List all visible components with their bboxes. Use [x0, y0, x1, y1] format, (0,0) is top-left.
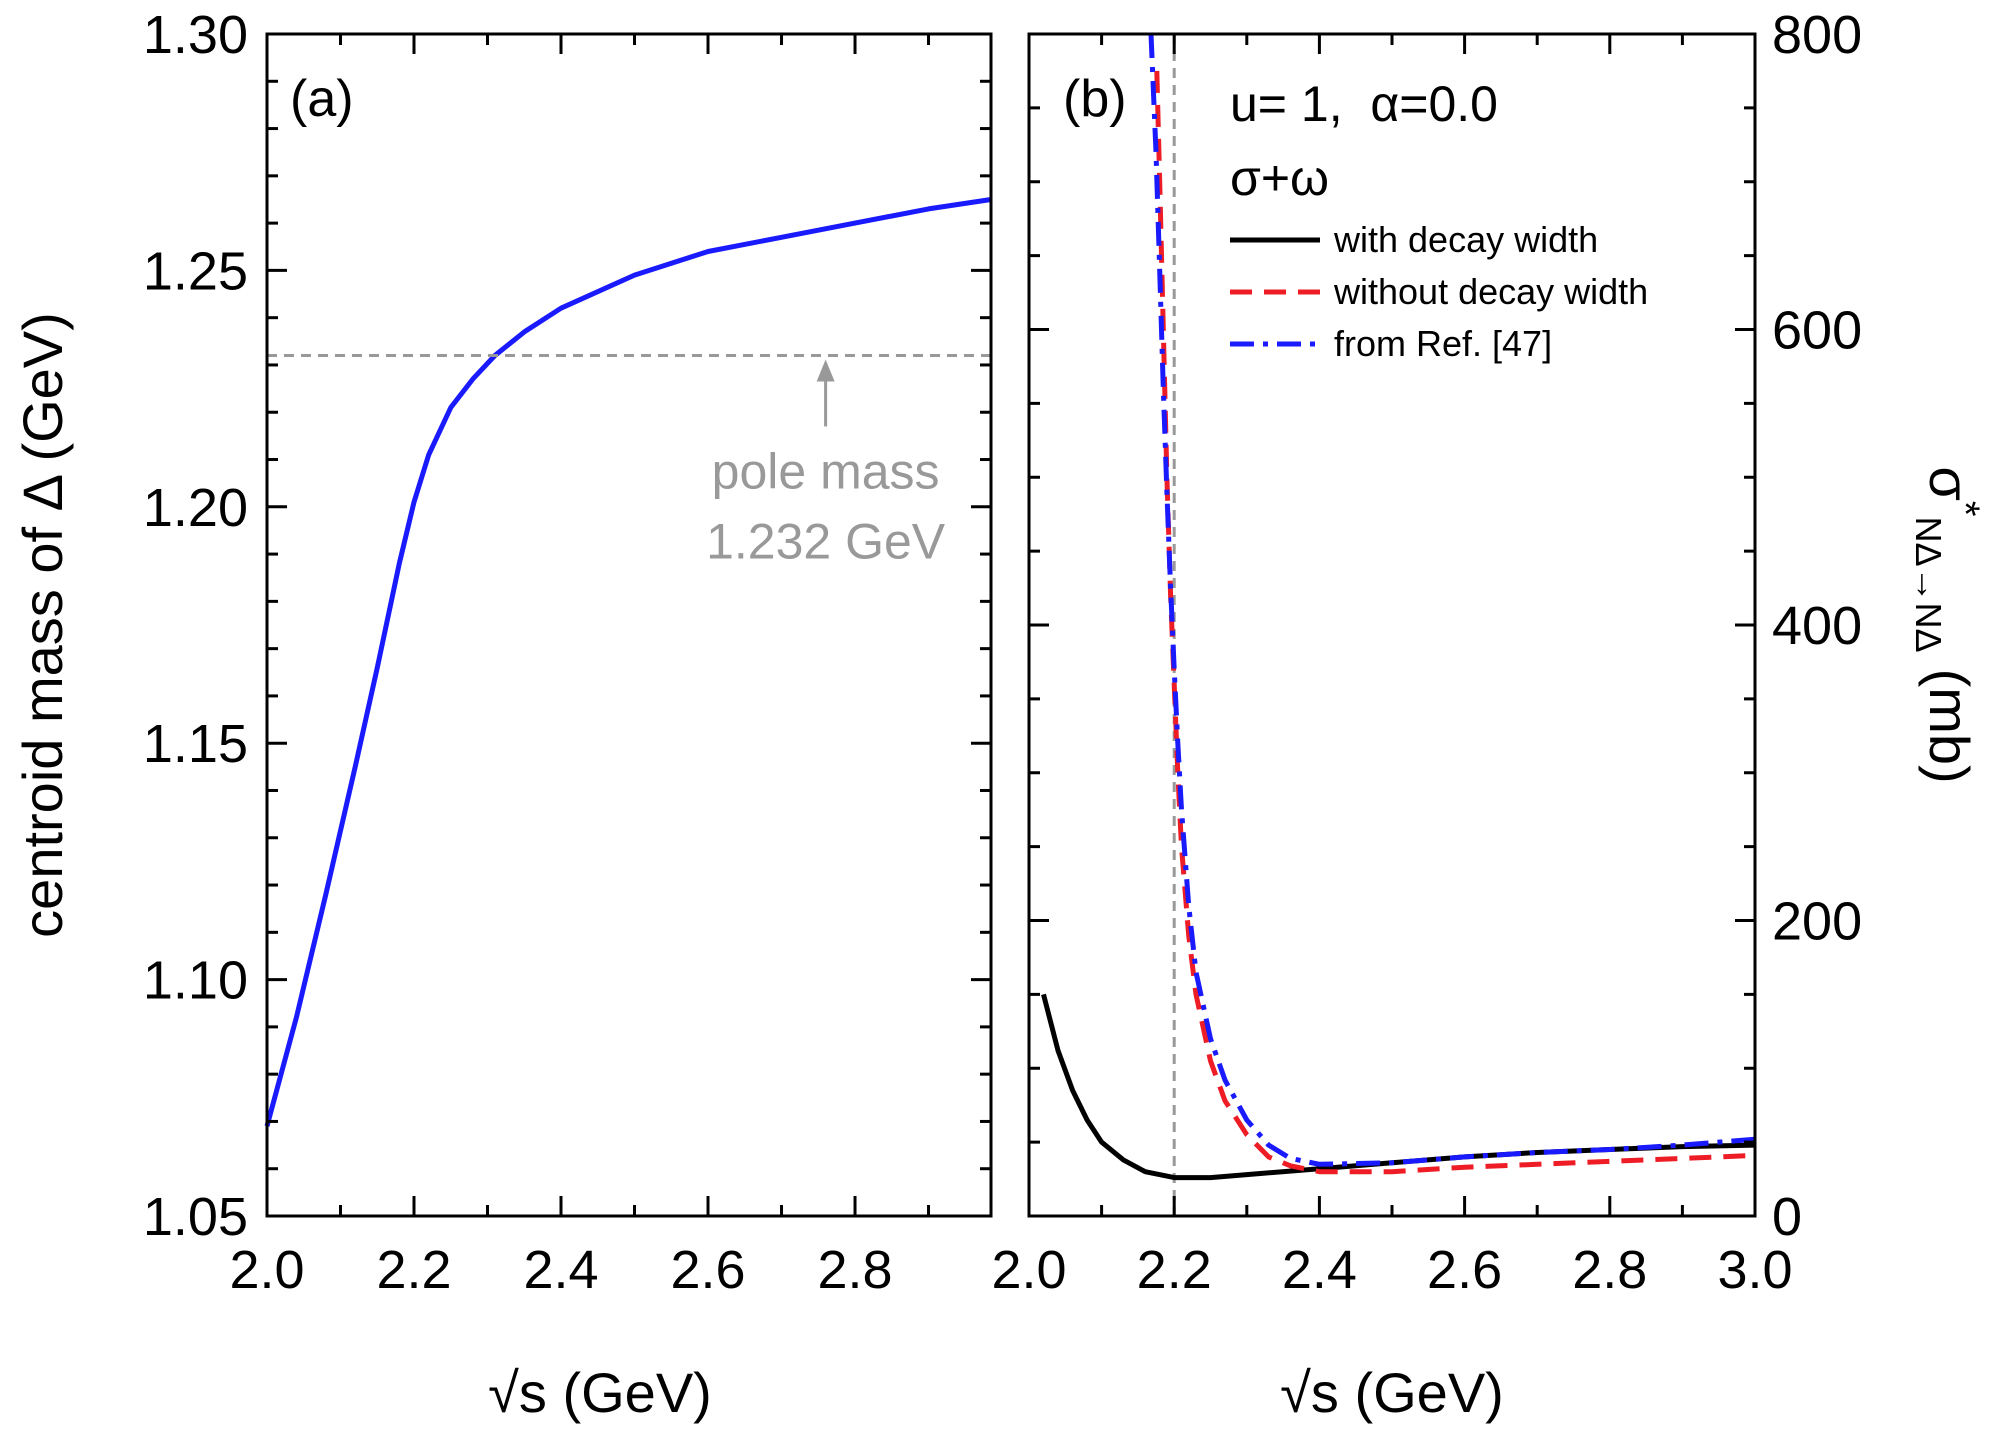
panel-b: 2.0 2.2 2.4 2.6 2.8 3.00 200 400 600 800 (b) u= 1…: [991, 5, 1987, 1424]
pole-mass-value: 1.232 GeV: [706, 513, 946, 569]
y-title-subscript: NΔ→NΔ: [1908, 516, 1949, 652]
panel-b-x-tick-label: 2.0: [991, 1240, 1066, 1300]
panel-a-x-tick-label: 2.0: [229, 1240, 304, 1300]
pole-mass-arrow-head: [816, 359, 835, 382]
y-title-sigma: σ: [1918, 466, 1981, 501]
legend: with decay width without decay width fro…: [1230, 219, 1648, 364]
y-title-star: *: [1943, 501, 1987, 517]
panel-b-series-line-2: [1148, 33, 1756, 1167]
panel-a-series: [264, 197, 992, 1127]
panel-b-y-tick-label: 200: [1772, 892, 1862, 952]
panel-b-frame: [1027, 32, 1757, 1218]
panel-b-x-tick-label: 3.0: [1717, 1240, 1792, 1300]
panel-b-y-axis-title: σ*NΔ→NΔ (mb): [1908, 466, 1987, 783]
y-title-unit: (mb): [1918, 669, 1981, 784]
panel-b-y-tick-label: 800: [1772, 5, 1862, 65]
panel-a-series-line: [264, 197, 992, 1127]
svg-text:σ*NΔ→NΔ(mb): σ*NΔ→NΔ (mb): [1908, 466, 1987, 783]
panel-a-y-tick-label: 1.05: [143, 1187, 248, 1247]
panel-a-y-tick-label: 1.15: [143, 714, 248, 774]
panel-a-x-tick-label: 2.6: [670, 1240, 745, 1300]
panel-a-x-tick-label: 2.4: [523, 1240, 598, 1300]
panel-b-ticks: 2.0 2.2 2.4 2.6 2.8 3.00 200 400 600 800: [991, 5, 1862, 1300]
panel-a-ticks: 2.0 2.2 2.4 2.6 2.8 1.05 1.10 1.15 1.20 1.25 1.30: [143, 5, 991, 1300]
panel-a-y-axis-title: centroid mass of Δ (GeV): [11, 312, 74, 938]
panel-a-label: (a): [290, 70, 354, 128]
panel-b-y-tick-label: 400: [1772, 596, 1862, 656]
panel-a-x-axis-title: √s (GeV): [488, 1361, 712, 1424]
panel-a-y-tick-label: 1.20: [143, 478, 248, 538]
panel-b-series-line-1: [1154, 70, 1756, 1175]
panel-a-y-tick-label: 1.30: [143, 5, 248, 65]
panel-b-series-line-0: [1041, 993, 1756, 1181]
panel-a-frame: [265, 32, 993, 1218]
meson-label: σ+ω: [1230, 150, 1329, 206]
legend-label-with-decay-width: with decay width: [1333, 219, 1598, 260]
panel-a-y-tick-label: 1.10: [143, 951, 248, 1011]
pole-mass-label: pole mass: [712, 443, 940, 499]
legend-label-from-ref: from Ref. [47]: [1334, 323, 1552, 364]
panel-a-x-tick-label: 2.2: [376, 1240, 451, 1300]
panel-b-series: [1041, 33, 1756, 1181]
panel-a-x-tick-label: 2.8: [817, 1240, 892, 1300]
panel-b-y-tick-label: 0: [1772, 1187, 1802, 1247]
panel-b-x-axis-title: √s (GeV): [1280, 1361, 1504, 1424]
parameter-label: u= 1, α=0.0: [1230, 76, 1498, 132]
panel-b-x-tick-label: 2.2: [1137, 1240, 1212, 1300]
panel-b-x-tick-label: 2.4: [1282, 1240, 1357, 1300]
panel-a: pole mass 1.232 GeV 2.0 2.2 2.4 2.6 2.8 1.05 1…: [11, 5, 993, 1424]
panel-b-y-tick-label: 600: [1772, 301, 1862, 361]
panel-b-label: (b): [1063, 70, 1127, 128]
panel-b-x-tick-label: 2.8: [1572, 1240, 1647, 1300]
panel-b-x-tick-label: 2.6: [1427, 1240, 1502, 1300]
legend-label-without-decay-width: without decay width: [1333, 271, 1648, 312]
panel-a-y-tick-label: 1.25: [143, 241, 248, 301]
